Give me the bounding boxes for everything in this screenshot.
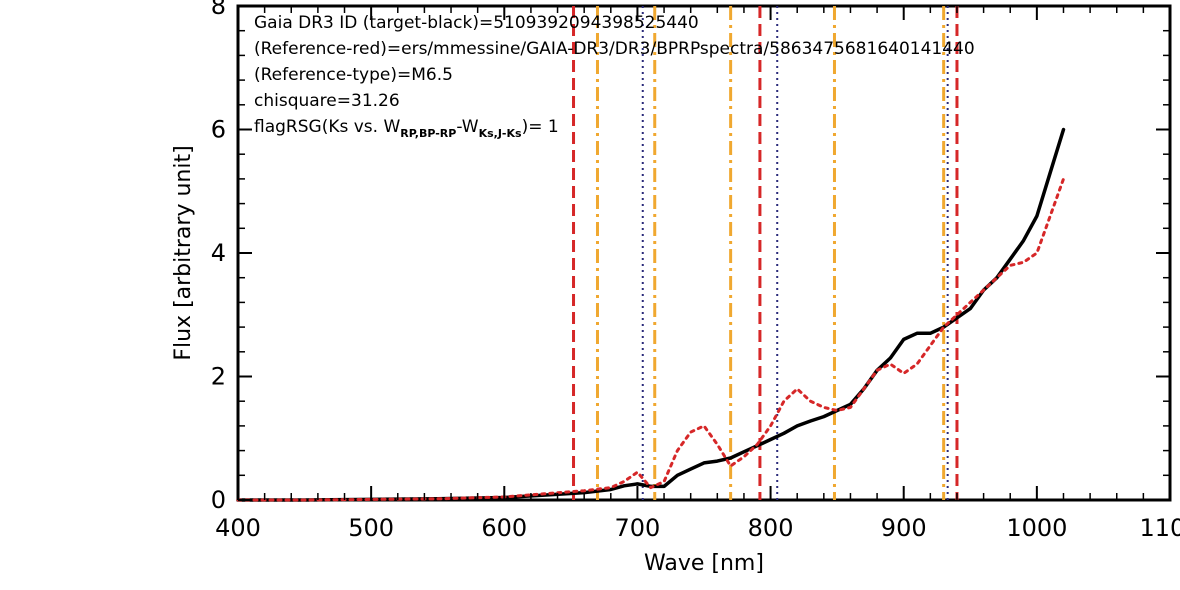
annotation-reference-type: (Reference-type)=M6.5 (254, 65, 453, 85)
annotation-reference-path: (Reference-red)=ers/mmessine/GAIA-DR3/DR… (254, 39, 975, 59)
flag-suffix: )= 1 (522, 117, 559, 137)
flag-sub-2: Ks,J-Ks (479, 127, 522, 140)
x-tick-label: 700 (615, 514, 661, 542)
annotation-flag-rsg: flagRSG(Ks vs. WRP,BP-RP-WKs,J-Ks)= 1 (254, 117, 559, 140)
x-tick-label: 400 (215, 514, 261, 542)
x-axis-title: Wave [nm] (644, 551, 764, 576)
series-layer (236, 127, 1066, 502)
y-tick-label: 8 (211, 0, 226, 20)
flag-mid: -W (456, 117, 478, 137)
x-tick-label: 600 (481, 514, 527, 542)
y-tick-label: 4 (211, 239, 226, 267)
reference-spectrum-line (236, 177, 1065, 502)
x-tick-label: 1000 (1006, 514, 1067, 542)
annotation-chisquare: chisquare=31.26 (254, 91, 400, 111)
x-tick-label: 500 (348, 514, 394, 542)
annotation-target-id: Gaia DR3 ID (target-black)=5109392094398… (254, 13, 699, 33)
y-tick-label: 2 (211, 363, 226, 391)
y-tick-label: 0 (211, 486, 226, 514)
y-tick-label: 6 (211, 116, 226, 144)
x-tick-label: 900 (881, 514, 927, 542)
flag-prefix: flagRSG(Ks vs. W (254, 117, 400, 137)
reference-line-layer (572, 6, 959, 500)
x-tick-label: 800 (748, 514, 794, 542)
y-axis-title: Flux [arbitrary unit] (171, 145, 196, 360)
flag-sub-1: RP,BP-RP (400, 127, 456, 140)
annotation-block: Gaia DR3 ID (target-black)=5109392094398… (254, 13, 975, 140)
target-spectrum-line (236, 127, 1066, 502)
